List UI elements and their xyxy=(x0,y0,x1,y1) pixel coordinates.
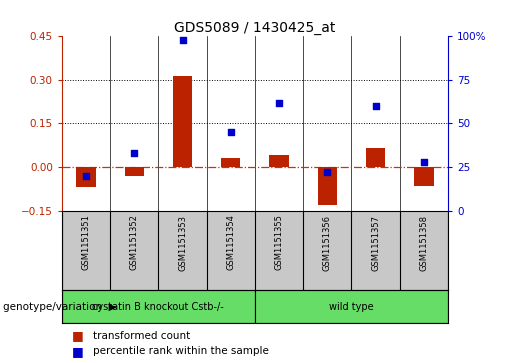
Point xyxy=(178,37,186,43)
Text: ■: ■ xyxy=(72,329,84,342)
Bar xyxy=(414,167,434,186)
Text: GSM1151355: GSM1151355 xyxy=(274,215,284,270)
Bar xyxy=(76,167,96,187)
Bar xyxy=(221,158,241,167)
Text: GSM1151354: GSM1151354 xyxy=(226,215,235,270)
Text: wild type: wild type xyxy=(329,302,374,312)
Point xyxy=(82,173,90,179)
Text: percentile rank within the sample: percentile rank within the sample xyxy=(93,346,269,356)
Point xyxy=(130,150,139,156)
Text: GSM1151358: GSM1151358 xyxy=(419,215,428,270)
Bar xyxy=(366,148,385,167)
Bar xyxy=(173,76,192,167)
Point xyxy=(227,129,235,135)
Text: transformed count: transformed count xyxy=(93,331,190,341)
Point xyxy=(420,159,428,165)
Text: GSM1151357: GSM1151357 xyxy=(371,215,380,270)
Text: GSM1151352: GSM1151352 xyxy=(130,215,139,270)
Point xyxy=(323,169,332,175)
Text: ■: ■ xyxy=(72,345,84,358)
Bar xyxy=(125,167,144,176)
Text: GSM1151351: GSM1151351 xyxy=(81,215,91,270)
Bar xyxy=(318,167,337,205)
Point xyxy=(275,99,283,105)
Point xyxy=(371,103,380,109)
Bar xyxy=(269,155,289,167)
Bar xyxy=(62,290,255,323)
Title: GDS5089 / 1430425_at: GDS5089 / 1430425_at xyxy=(174,21,336,35)
Text: GSM1151353: GSM1151353 xyxy=(178,215,187,270)
Bar xyxy=(255,290,448,323)
Text: GSM1151356: GSM1151356 xyxy=(323,215,332,270)
Text: genotype/variation  ▶: genotype/variation ▶ xyxy=(3,302,116,312)
Text: cystatin B knockout Cstb-/-: cystatin B knockout Cstb-/- xyxy=(93,302,224,312)
